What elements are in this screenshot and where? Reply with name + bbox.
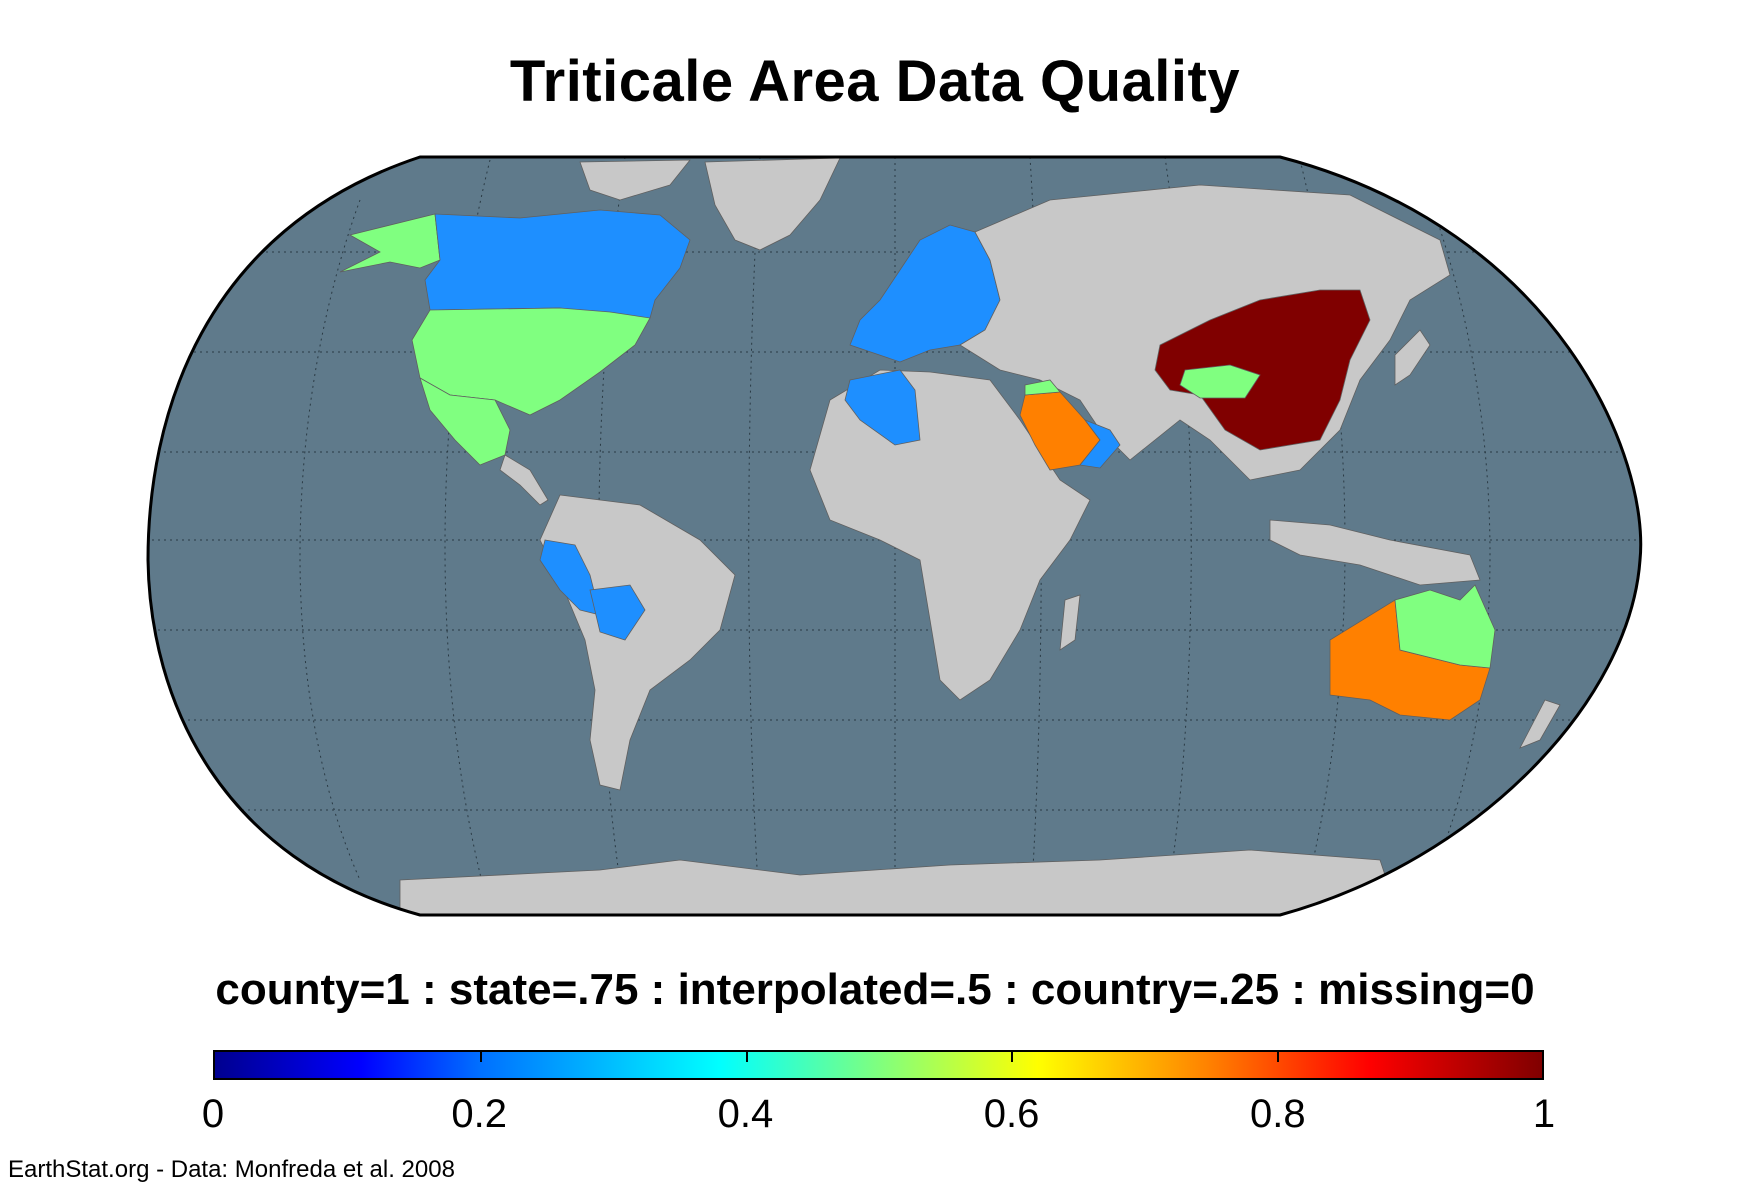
region-arctic-islands bbox=[579, 159, 691, 201]
region-algeria bbox=[844, 369, 921, 446]
region-peru bbox=[539, 539, 601, 616]
region-madagascar bbox=[1059, 594, 1081, 651]
colorbar-tick bbox=[1276, 1052, 1279, 1062]
region-japan bbox=[1394, 329, 1431, 386]
colorbar-tick-label: 1 bbox=[1532, 1092, 1556, 1136]
map-title: Triticale Area Data Quality bbox=[509, 49, 1241, 114]
globe-outline bbox=[146, 155, 1643, 917]
region-canada bbox=[424, 209, 691, 319]
region-tibet bbox=[1179, 364, 1261, 399]
colorbar-tick-label: 0.6 bbox=[983, 1092, 1040, 1136]
colorbar-tick bbox=[1011, 1052, 1014, 1062]
region-bolivia bbox=[589, 584, 646, 641]
region-central-america bbox=[499, 454, 549, 506]
colorbar-tick-label: 0.8 bbox=[1249, 1092, 1306, 1136]
region-australia-northeast bbox=[1394, 584, 1496, 669]
region-arabian-east bbox=[1079, 419, 1121, 469]
region-greenland bbox=[704, 157, 841, 251]
legend-caption: county=1 : state=.75 : interpolated=.5 :… bbox=[215, 965, 1535, 1014]
colorbar-tick-label: 0.2 bbox=[451, 1092, 507, 1136]
colorbar-tick bbox=[480, 1052, 483, 1062]
credit-text: EarthStat.org - Data: Monfreda et al. 20… bbox=[8, 1156, 455, 1183]
region-africa bbox=[809, 369, 1091, 701]
colorbar-tick-label: 0 bbox=[201, 1092, 225, 1136]
colorbar-tick bbox=[745, 1052, 748, 1062]
colorbar bbox=[213, 1050, 1544, 1080]
region-south-america bbox=[539, 494, 736, 791]
region-new-zealand bbox=[1519, 699, 1561, 749]
region-se-asia bbox=[1269, 519, 1481, 586]
region-china bbox=[1154, 289, 1371, 451]
colorbar-tick-label: 0.4 bbox=[717, 1092, 774, 1136]
region-antarctica bbox=[399, 849, 1401, 915]
region-levant bbox=[1024, 379, 1061, 396]
